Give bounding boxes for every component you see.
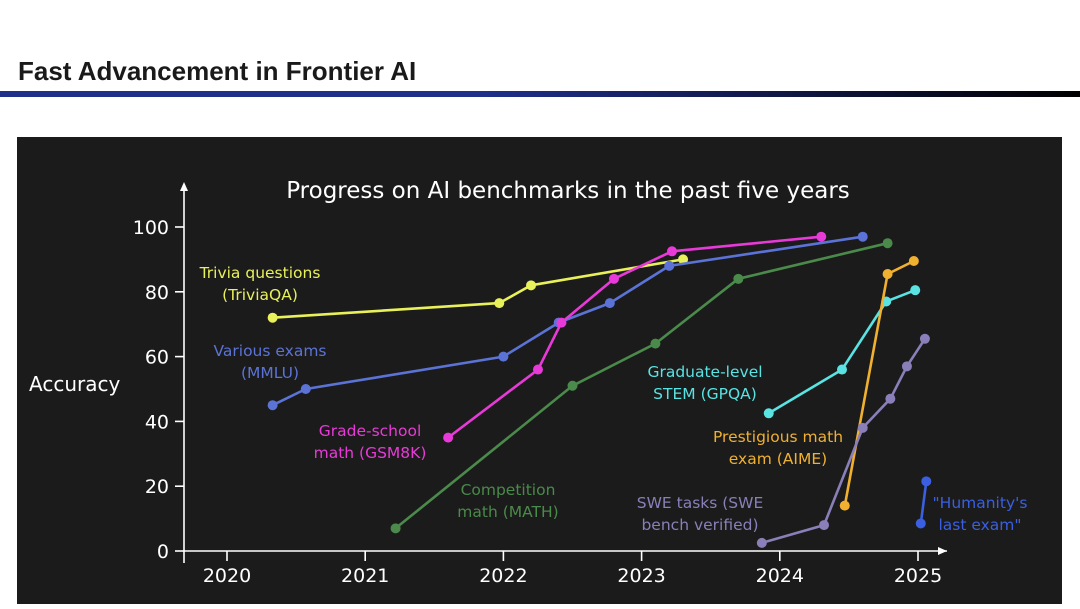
data-point — [839, 500, 850, 511]
page-title: Fast Advancement in Frontier AI — [18, 56, 417, 86]
series-label: "Humanity's last exam" — [933, 494, 1028, 534]
y-axis-arrow — [180, 182, 188, 191]
data-point — [678, 254, 689, 265]
data-point — [921, 476, 932, 487]
series-0 — [267, 254, 689, 323]
chart-title: Progress on AI benchmarks in the past fi… — [286, 178, 850, 204]
data-point — [882, 238, 893, 249]
series-7 — [915, 476, 932, 529]
data-point — [556, 317, 567, 328]
data-point — [733, 273, 744, 284]
y-tick-label: 20 — [145, 476, 169, 498]
series-2 — [443, 231, 827, 443]
x-tick-label: 2024 — [756, 565, 804, 587]
axes: 0 20 40 60 80 100 2020 2021 2022 2023 2024 2025 — [133, 182, 947, 587]
series-label: Prestigious math exam (AIME) — [713, 428, 843, 468]
series-6 — [756, 333, 930, 548]
data-point — [567, 380, 578, 391]
data-point — [857, 231, 868, 242]
x-axis-arrow — [938, 547, 947, 555]
x-tick-label: 2022 — [479, 565, 527, 587]
data-point — [915, 518, 926, 529]
series-4 — [763, 285, 921, 419]
y-axis-label: Accuracy — [29, 372, 120, 396]
series-1 — [267, 231, 868, 411]
data-point — [908, 256, 919, 267]
y-tick-label: 80 — [145, 282, 169, 304]
series-line — [919, 481, 928, 524]
data-point — [901, 361, 912, 372]
data-point — [910, 285, 921, 296]
x-tick-label: 2021 — [341, 565, 389, 587]
data-point — [494, 298, 505, 309]
chart-panel: Progress on AI benchmarks in the past fi… — [17, 137, 1062, 604]
x-tick-label: 2020 — [203, 565, 251, 587]
data-point — [300, 384, 311, 394]
data-point — [882, 268, 893, 279]
x-tick-label: 2023 — [617, 565, 665, 587]
series-label: Trivia questions (TriviaQA) — [199, 264, 321, 304]
data-point — [498, 351, 509, 362]
data-point — [443, 432, 454, 443]
data-point — [650, 338, 661, 349]
data-point — [267, 312, 278, 323]
data-point — [604, 298, 615, 309]
y-tick-label: 40 — [145, 411, 169, 433]
series-label: SWE tasks (SWE bench verified) — [637, 494, 764, 534]
data-point — [267, 400, 278, 411]
data-point — [763, 408, 774, 419]
series-line — [272, 235, 863, 407]
data-point — [608, 273, 619, 284]
data-point — [667, 246, 678, 257]
title-divider — [0, 91, 1080, 97]
data-point — [664, 260, 675, 271]
data-point — [836, 364, 847, 375]
data-point — [819, 520, 830, 531]
series-lines — [267, 231, 932, 548]
data-point — [756, 537, 767, 548]
series-label: Graduate-level STEM (GPQA) — [647, 363, 762, 403]
series-line — [768, 288, 916, 415]
data-point — [816, 231, 827, 242]
series-line — [272, 258, 684, 319]
data-point — [532, 364, 543, 375]
x-tick-label: 2025 — [894, 565, 942, 587]
series-labels: Trivia questions (TriviaQA) Various exams(… — [199, 264, 1028, 534]
data-point — [390, 523, 401, 534]
series-label: Competition math (MATH) — [457, 481, 558, 521]
series-3 — [390, 238, 893, 534]
series-line — [447, 235, 822, 439]
y-tick-label: 0 — [157, 541, 169, 563]
data-point — [857, 422, 868, 433]
data-point — [919, 333, 930, 344]
benchmark-progress-chart: Progress on AI benchmarks in the past fi… — [29, 178, 1028, 587]
series-line — [843, 259, 915, 506]
data-point — [526, 280, 537, 291]
y-tick-label: 60 — [145, 347, 169, 369]
y-tick-label: 100 — [133, 217, 169, 239]
series-label: Grade-school math (GSM8K) — [314, 422, 427, 462]
data-point — [885, 393, 896, 404]
series-label: Various exams (MMLU) — [214, 342, 327, 382]
series-line — [761, 338, 926, 545]
